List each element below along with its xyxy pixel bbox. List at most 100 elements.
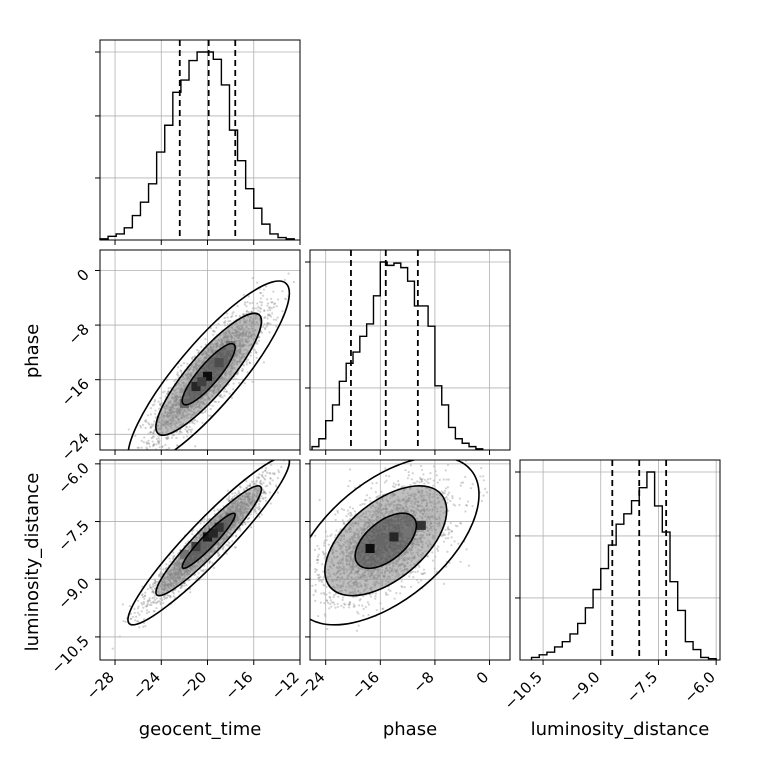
scatter-point: [246, 371, 249, 374]
scatter-point: [213, 400, 216, 403]
scatter-point: [218, 394, 222, 398]
scatter-point: [153, 398, 157, 402]
scatter-point: [216, 552, 219, 555]
scatter-point: [289, 457, 291, 459]
scatter-point: [164, 567, 168, 570]
scatter-point: [235, 535, 238, 538]
scatter-point: [251, 277, 254, 280]
scatter-point: [148, 603, 151, 606]
scatter-point: [184, 428, 187, 431]
scatter-point: [262, 497, 265, 500]
scatter-point: [273, 302, 276, 306]
scatter-point: [260, 495, 263, 498]
scatter-point: [231, 312, 234, 315]
scatter-point: [241, 369, 244, 372]
scatter-point: [126, 452, 128, 454]
scatter-point: [260, 301, 264, 304]
scatter-point: [190, 356, 193, 360]
scatter-point: [246, 358, 250, 361]
scatter-point: [140, 439, 143, 442]
scatter-point: [255, 356, 258, 359]
scatter-point: [152, 582, 155, 585]
scatter-point: [182, 362, 186, 365]
scatter-point: [259, 291, 262, 295]
scatter-point: [176, 373, 179, 376]
scatter-point: [191, 358, 194, 361]
scatter-point: [150, 601, 153, 604]
scatter-point: [219, 395, 222, 398]
scatter-point: [266, 309, 270, 312]
scatter-point: [143, 420, 146, 423]
scatter-point: [196, 529, 199, 533]
scatter-point: [145, 609, 149, 612]
scatter-point: [269, 502, 272, 505]
scatter-point: [249, 482, 252, 485]
scatter-point: [202, 568, 205, 572]
scatter-point: [171, 591, 174, 594]
scatter-point: [148, 445, 151, 448]
scatter-point: [152, 585, 155, 588]
scatter-point: [254, 342, 258, 345]
scatter-point: [157, 407, 161, 410]
scatter-point: [202, 570, 205, 573]
scatter-point: [271, 472, 274, 475]
scatter-point: [129, 612, 132, 615]
scatter-point: [218, 553, 221, 557]
scatter-point: [167, 390, 170, 394]
scatter-point: [268, 471, 271, 475]
scatter-point: [204, 337, 207, 341]
scatter-point: [227, 320, 230, 323]
scatter-point: [257, 476, 261, 480]
scatter-point: [286, 458, 288, 460]
scatter-point: [238, 314, 241, 318]
scatter-point: [157, 435, 160, 438]
scatter-point: [262, 288, 266, 291]
scatter-point: [179, 369, 182, 372]
scatter-point: [190, 428, 194, 431]
scatter-point: [157, 441, 160, 444]
scatter-point: [185, 425, 188, 429]
scatter-point: [122, 491, 124, 493]
scatter-point: [255, 483, 258, 486]
scatter-point: [140, 601, 143, 605]
scatter-point: [204, 409, 207, 412]
scatter-point: [232, 382, 235, 385]
scatter-point: [226, 489, 229, 492]
scatter-point: [263, 309, 266, 312]
scatter-point: [246, 301, 249, 304]
scatter-point: [263, 309, 266, 312]
scatter-point: [147, 442, 150, 445]
scatter-point: [246, 310, 249, 313]
scatter-point: [261, 491, 264, 495]
scatter-point: [250, 526, 253, 529]
scatter-point: [167, 447, 171, 450]
scatter-point: [267, 313, 270, 316]
scatter-point: [152, 423, 155, 426]
scatter-point: [150, 586, 153, 589]
scatter-point: [190, 430, 193, 434]
scatter-point: [157, 600, 160, 603]
scatter-point: [200, 345, 203, 348]
scatter-point: [236, 493, 239, 496]
scatter-point: [153, 412, 157, 415]
scatter-point: [158, 573, 161, 576]
scatter-point: [155, 606, 158, 610]
scatter-point: [225, 390, 229, 393]
scatter-point: [168, 594, 172, 597]
scatter-point: [176, 444, 179, 447]
scatter-point: [158, 439, 161, 442]
scatter-point: [145, 446, 148, 449]
scatter-point: [265, 471, 269, 474]
scatter-point: [217, 553, 221, 556]
scatter-point: [276, 476, 279, 480]
scatter-point: [122, 619, 125, 623]
scatter-point: [266, 298, 269, 301]
scatter-point: [270, 301, 273, 304]
scatter-point: [225, 312, 229, 315]
scatter-point: [251, 301, 254, 305]
scatter-point: [227, 383, 230, 386]
scatter-point: [262, 488, 265, 492]
scatter-point: [238, 485, 242, 488]
scatter-point: [152, 610, 155, 613]
scatter-point: [179, 586, 182, 590]
